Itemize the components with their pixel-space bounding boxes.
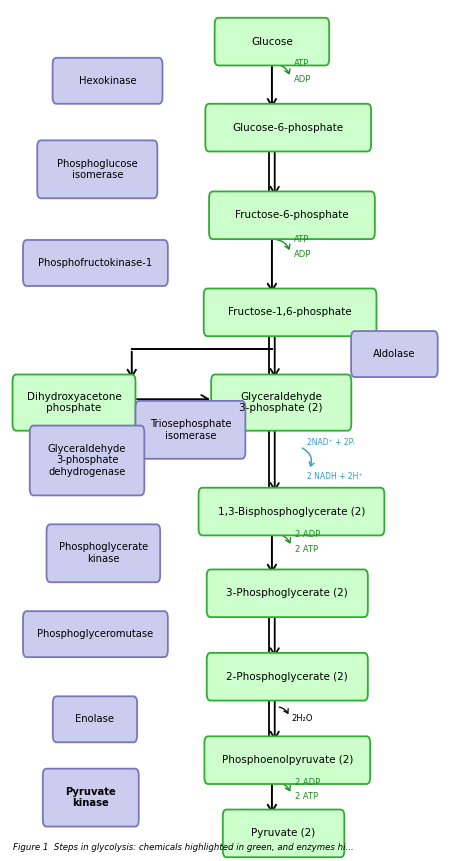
Text: Glucose: Glucose (251, 37, 293, 46)
Text: 2 ADP: 2 ADP (295, 530, 320, 539)
Text: Glucose-6-phosphate: Glucose-6-phosphate (233, 122, 344, 133)
Text: 2-Phosphoglycerate (2): 2-Phosphoglycerate (2) (227, 672, 348, 682)
Text: ATP: ATP (294, 59, 310, 68)
Text: Phosphoglucose
isomerase: Phosphoglucose isomerase (57, 158, 137, 180)
FancyBboxPatch shape (204, 736, 370, 784)
Text: 2NAD⁺ + 2Pᵢ: 2NAD⁺ + 2Pᵢ (307, 438, 355, 447)
FancyBboxPatch shape (30, 425, 144, 495)
FancyBboxPatch shape (23, 240, 168, 286)
Text: Glyceraldehyde
3-phosphate
dehydrogenase: Glyceraldehyde 3-phosphate dehydrogenase (48, 444, 126, 477)
Text: Phosphoglycerate
kinase: Phosphoglycerate kinase (59, 542, 148, 564)
Text: Fructose-6-phosphate: Fructose-6-phosphate (235, 210, 349, 220)
FancyBboxPatch shape (207, 653, 368, 701)
Text: Hexokinase: Hexokinase (79, 76, 137, 86)
Text: Pyruvate (2): Pyruvate (2) (251, 828, 316, 839)
Text: Enolase: Enolase (75, 715, 115, 724)
FancyBboxPatch shape (204, 288, 376, 336)
FancyBboxPatch shape (53, 697, 137, 742)
FancyBboxPatch shape (215, 18, 329, 65)
Text: Glyceraldehyde
3-phosphate (2): Glyceraldehyde 3-phosphate (2) (239, 392, 323, 413)
Text: ADP: ADP (294, 75, 311, 84)
FancyBboxPatch shape (43, 769, 139, 827)
Text: Phosphoenolpyruvate (2): Phosphoenolpyruvate (2) (222, 755, 353, 765)
Text: Fructose-1,6-phosphate: Fructose-1,6-phosphate (228, 307, 352, 318)
Text: Phosphoglyceromutase: Phosphoglyceromutase (37, 629, 154, 639)
Text: Dihydroxyacetone
phosphate: Dihydroxyacetone phosphate (27, 392, 121, 413)
Text: Pyruvate
kinase: Pyruvate kinase (65, 787, 116, 808)
FancyBboxPatch shape (223, 809, 344, 858)
FancyBboxPatch shape (209, 191, 375, 239)
FancyBboxPatch shape (37, 140, 157, 198)
Text: ATP: ATP (294, 235, 310, 244)
FancyBboxPatch shape (211, 375, 351, 430)
FancyBboxPatch shape (23, 611, 168, 657)
FancyBboxPatch shape (12, 375, 136, 430)
Text: 2H₂O: 2H₂O (292, 714, 313, 723)
Text: 2 ATP: 2 ATP (295, 792, 319, 802)
FancyBboxPatch shape (205, 104, 371, 152)
Text: Triosephosphate
isomerase: Triosephosphate isomerase (150, 419, 231, 441)
FancyBboxPatch shape (53, 58, 163, 104)
Text: Figure 1  Steps in glycolysis: chemicals highlighted in green, and enzymes hi...: Figure 1 Steps in glycolysis: chemicals … (13, 843, 354, 852)
FancyBboxPatch shape (199, 487, 384, 536)
FancyBboxPatch shape (46, 524, 160, 582)
Text: Aldolase: Aldolase (373, 349, 416, 359)
FancyBboxPatch shape (136, 401, 246, 459)
FancyBboxPatch shape (207, 569, 368, 617)
Text: 2 ADP: 2 ADP (295, 777, 320, 787)
Text: 1,3-Bisphosphoglycerate (2): 1,3-Bisphosphoglycerate (2) (218, 506, 365, 517)
Text: ADP: ADP (294, 250, 311, 259)
Text: Phosphofructokinase-1: Phosphofructokinase-1 (38, 258, 153, 268)
Text: 2 NADH + 2H⁺: 2 NADH + 2H⁺ (307, 472, 362, 481)
Text: 2 ATP: 2 ATP (295, 544, 319, 554)
FancyBboxPatch shape (351, 331, 438, 377)
Text: 3-Phosphoglycerate (2): 3-Phosphoglycerate (2) (227, 588, 348, 598)
